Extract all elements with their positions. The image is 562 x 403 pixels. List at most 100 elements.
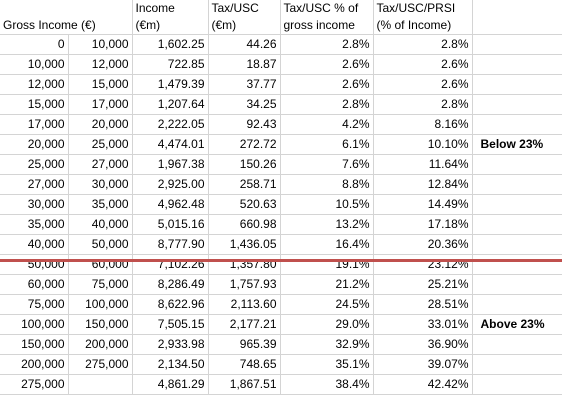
header-gross-income-label: Gross Income (€) [3,18,96,32]
cell-tax: 37.77 [208,74,281,95]
cell-income: 722.85 [132,54,209,75]
cell-to: 30,000 [68,174,133,195]
cell-to: 100,000 [68,294,133,315]
cell-to: 25,000 [68,134,133,155]
cell-from: 10,000 [0,54,69,75]
cell-to: 75,000 [68,274,133,295]
cell-to: 35,000 [68,194,133,215]
table-row: 75,000 100,000 8,622.96 2,113.60 24.5% 28.51% [0,294,562,315]
cell-prsi: 2.6% [373,74,473,95]
cell-pct: 8.8% [280,174,374,195]
cell-note [472,354,562,375]
cell-pct: 38.4% [280,374,374,395]
cell-income: 8,622.96 [132,294,209,315]
header-income: Income (€m) [132,0,209,35]
cell-income: 1,207.64 [132,94,209,115]
cell-to: 50,000 [68,234,133,255]
cell-income: 2,134.50 [132,354,209,375]
cell-to [68,374,133,395]
cell-from: 40,000 [0,234,69,255]
cell-pct: 4.2% [280,114,374,135]
header-prsi-line1: Tax/USC/PRSI [376,1,456,15]
cell-tax: 1,357.80 [208,254,281,275]
cell-income: 4,861.29 [132,374,209,395]
cell-income: 7,102.26 [132,254,209,275]
cell-tax: 34.25 [208,94,281,115]
cell-tax: 520.63 [208,194,281,215]
cell-tax: 1,757.93 [208,274,281,295]
cell-from: 100,000 [0,314,69,335]
cell-note [472,54,562,75]
table-row: 40,000 50,000 8,777.90 1,436.05 16.4% 20.36% [0,234,562,255]
cell-pct: 16.4% [280,234,374,255]
cell-to: 17,000 [68,94,133,115]
cell-prsi: 20.36% [373,234,473,255]
table-row: 275,000 4,861.29 1,867.51 38.4% 42.42% [0,374,562,395]
cell-income: 4,962.48 [132,194,209,215]
cell-to: 12,000 [68,54,133,75]
cell-prsi: 8.16% [373,114,473,135]
cell-to: 200,000 [68,334,133,355]
cell-from: 12,000 [0,74,69,95]
cell-from: 0 [0,34,69,55]
cell-note [472,274,562,295]
cell-from: 50,000 [0,254,69,275]
cell-prsi: 14.49% [373,194,473,215]
cell-note [472,294,562,315]
cell-pct: 2.8% [280,34,374,55]
header-prsi-line2: (% of Income) [376,18,452,32]
cell-tax: 2,177.21 [208,314,281,335]
cell-income: 1,479.39 [132,74,209,95]
table-row: 10,000 12,000 722.85 18.87 2.6% 2.6% [0,54,562,75]
table-row: 30,000 35,000 4,962.48 520.63 10.5% 14.49% [0,194,562,215]
cell-tax: 748.65 [208,354,281,375]
cell-tax: 92.43 [208,114,281,135]
cell-income: 1,967.38 [132,154,209,175]
cell-prsi: 28.51% [373,294,473,315]
cell-tax: 258.71 [208,174,281,195]
cell-pct: 2.6% [280,54,374,75]
cell-income: 2,925.00 [132,174,209,195]
cell-note [472,114,562,135]
cell-prsi: 25.21% [373,274,473,295]
header-income-line1: Income [135,1,175,15]
table-row: 50,000 60,000 7,102.26 1,357.80 19.1% 23.12% [0,254,562,275]
cell-prsi: 2.6% [373,54,473,75]
cell-tax: 965.39 [208,334,281,355]
table-row: 15,000 17,000 1,207.64 34.25 2.8% 2.8% [0,94,562,115]
header-tax-line2: (€m) [211,18,237,32]
cell-pct: 13.2% [280,214,374,235]
cell-pct: 24.5% [280,294,374,315]
cell-note [472,234,562,255]
cell-prsi: 23.12% [373,254,473,275]
cell-pct: 21.2% [280,274,374,295]
header-pct-line1: Tax/USC % of [283,1,359,15]
table-row: 60,000 75,000 8,286.49 1,757.93 21.2% 25.21% [0,274,562,295]
table-row: 27,000 30,000 2,925.00 258.71 8.8% 12.84% [0,174,562,195]
table-row: 0 10,000 1,602.25 44.26 2.8% 2.8% [0,34,562,55]
cell-note [472,34,562,55]
cell-from: 35,000 [0,214,69,235]
cell-from: 25,000 [0,154,69,175]
cell-income: 7,505.15 [132,314,209,335]
table-row: 150,000 200,000 2,933.98 965.39 32.9% 36.90% [0,334,562,355]
cell-note [472,94,562,115]
cell-tax: 150.26 [208,154,281,175]
header-income-line2: (€m) [135,18,161,32]
cell-to: 15,000 [68,74,133,95]
cell-note [472,374,562,395]
cell-income: 2,222.05 [132,114,209,135]
cell-note [472,214,562,235]
cell-income: 1,602.25 [132,34,209,55]
cell-prsi: 17.18% [373,214,473,235]
cell-pct: 7.6% [280,154,374,175]
cell-pct: 2.8% [280,94,374,115]
cell-to: 20,000 [68,114,133,135]
cell-from: 17,000 [0,114,69,135]
cell-pct: 2.6% [280,74,374,95]
table-row: 35,000 40,000 5,015.16 660.98 13.2% 17.18% [0,214,562,235]
cell-note [472,74,562,95]
cell-tax: 18.87 [208,54,281,75]
cell-from: 20,000 [0,134,69,155]
